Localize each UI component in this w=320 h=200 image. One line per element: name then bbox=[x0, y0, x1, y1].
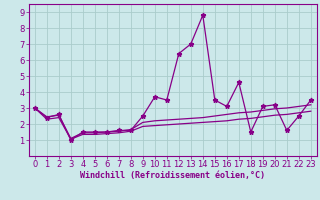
X-axis label: Windchill (Refroidissement éolien,°C): Windchill (Refroidissement éolien,°C) bbox=[80, 171, 265, 180]
